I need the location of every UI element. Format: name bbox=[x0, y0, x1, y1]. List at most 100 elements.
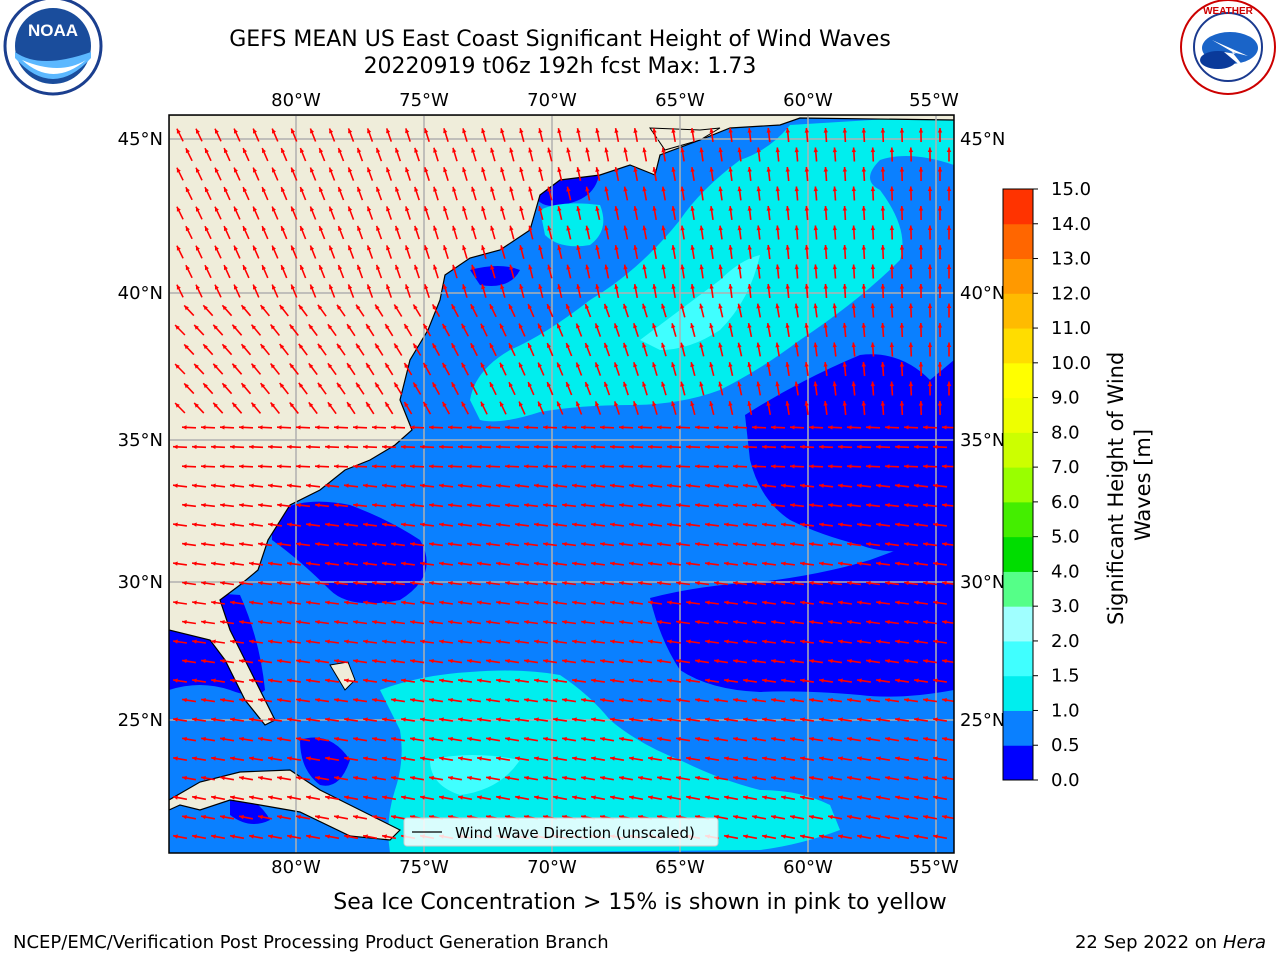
wave-arrow-head bbox=[733, 698, 738, 703]
wave-arrow-head bbox=[572, 483, 577, 488]
wave-arrow-head bbox=[410, 425, 415, 430]
wave-arrow-head bbox=[363, 834, 368, 839]
wave-arrow-head bbox=[470, 304, 475, 310]
wave-arrow-head bbox=[220, 464, 225, 469]
wave-arrow-head bbox=[629, 561, 634, 566]
wave-arrow-head bbox=[386, 167, 391, 173]
wave-arrow-head bbox=[185, 148, 190, 154]
wave-arrow-head bbox=[743, 522, 748, 527]
wave-arrow-head bbox=[904, 542, 909, 547]
wave-arrow-head bbox=[876, 795, 881, 800]
wave-arrow-head bbox=[638, 503, 643, 508]
wave-arrow-head bbox=[809, 775, 814, 781]
wave-arrow-head bbox=[194, 363, 199, 369]
wave-arrow-head bbox=[401, 756, 406, 761]
wave-arrow-head bbox=[448, 775, 453, 781]
wave-arrow-head bbox=[528, 382, 532, 388]
wave-arrow-head bbox=[914, 444, 919, 449]
wave-arrow-head bbox=[230, 522, 235, 527]
colorbar-tick-label: 5.0 bbox=[1051, 527, 1080, 548]
wave-arrow-head bbox=[230, 444, 235, 449]
wave-arrow-head bbox=[847, 814, 852, 820]
wave-arrow-head bbox=[819, 561, 824, 566]
wave-arrow-head bbox=[709, 206, 714, 211]
wave-arrow-head bbox=[747, 323, 752, 328]
wave-arrow-head bbox=[467, 542, 472, 547]
wave-arrow-head bbox=[895, 678, 900, 683]
wave-arrow-head bbox=[234, 206, 238, 212]
wave-arrow-head bbox=[614, 167, 619, 172]
wave-arrow-head bbox=[752, 775, 757, 781]
wave-arrow-head bbox=[832, 225, 837, 231]
wave-arrow-head bbox=[889, 381, 894, 387]
wave-arrow-head bbox=[781, 561, 786, 566]
wave-arrow-head bbox=[363, 678, 368, 683]
wave-arrow-head bbox=[239, 581, 244, 586]
wave-arrow-head bbox=[410, 736, 415, 742]
wave-arrow-head bbox=[201, 620, 206, 625]
wave-arrow-head bbox=[201, 425, 206, 430]
wave-arrow-head bbox=[391, 464, 396, 469]
wave-arrow-head bbox=[946, 147, 952, 152]
wave-arrow-head bbox=[471, 147, 476, 153]
lat-label-right: 25°N bbox=[960, 710, 1005, 731]
wave-arrow-head bbox=[728, 284, 733, 289]
wave-arrow-head bbox=[220, 736, 225, 742]
wave-arrow-head bbox=[317, 343, 323, 349]
wave-arrow-head bbox=[633, 167, 638, 172]
wave-arrow-head bbox=[823, 284, 828, 289]
wave-arrow-head bbox=[623, 303, 628, 309]
wave-arrow-head bbox=[861, 128, 866, 133]
wave-arrow-head bbox=[946, 186, 952, 191]
wave-arrow-head bbox=[671, 362, 676, 368]
wave-arrow-head bbox=[942, 698, 947, 703]
wave-arrow-head bbox=[500, 206, 505, 212]
wave-arrow-head bbox=[410, 542, 415, 547]
wave-arrow-head bbox=[667, 795, 672, 800]
wave-arrow-head bbox=[547, 186, 552, 192]
wave-arrow-head bbox=[467, 464, 472, 469]
wave-arrow-head bbox=[828, 736, 833, 742]
wave-arrow-head bbox=[429, 659, 434, 664]
wave-arrow-head bbox=[372, 425, 377, 430]
wave-arrow-head bbox=[367, 245, 372, 251]
wave-arrow-head bbox=[946, 303, 952, 308]
wave-arrow-head bbox=[895, 639, 900, 644]
wave-arrow-head bbox=[448, 659, 453, 664]
wave-arrow-head bbox=[880, 245, 886, 250]
wave-arrow-head bbox=[287, 600, 292, 605]
wave-arrow-head bbox=[300, 187, 305, 192]
wave-arrow-head bbox=[933, 483, 938, 488]
wave-arrow-head bbox=[496, 639, 501, 644]
wave-arrow-head bbox=[766, 362, 771, 367]
wave-arrow-head bbox=[842, 128, 847, 133]
wave-arrow-head bbox=[439, 444, 444, 449]
wave-arrow-head bbox=[747, 362, 752, 367]
wave-arrow-head bbox=[353, 736, 358, 742]
wave-arrow-head bbox=[439, 561, 444, 566]
colorbar-swatch bbox=[1003, 675, 1033, 711]
wave-arrow-head bbox=[296, 542, 301, 547]
wave-arrow-head bbox=[623, 225, 628, 231]
wave-arrow-head bbox=[899, 206, 905, 211]
wave-arrow-head bbox=[394, 382, 399, 388]
wave-arrow-head bbox=[486, 464, 491, 469]
wave-arrow-head bbox=[477, 561, 482, 566]
wave-arrow-head bbox=[762, 795, 767, 800]
wave-arrow-head bbox=[899, 128, 905, 133]
wave-arrow-head bbox=[657, 736, 662, 742]
wave-arrow-head bbox=[705, 717, 710, 722]
wave-arrow-head bbox=[610, 717, 615, 722]
wave-arrow-head bbox=[724, 561, 729, 566]
wave-arrow-head bbox=[804, 128, 809, 133]
wave-arrow-head bbox=[889, 264, 895, 270]
wave-arrow-head bbox=[287, 522, 292, 527]
wave-arrow-head bbox=[800, 834, 805, 839]
wave-arrow-head bbox=[338, 226, 343, 231]
wave-arrow-head bbox=[866, 503, 871, 508]
wave-arrow-head bbox=[524, 698, 529, 703]
wave-arrow-head bbox=[794, 186, 799, 192]
wave-arrow-head bbox=[462, 167, 467, 173]
wave-arrow-head bbox=[562, 464, 567, 469]
colorbar-swatch bbox=[1003, 606, 1033, 642]
